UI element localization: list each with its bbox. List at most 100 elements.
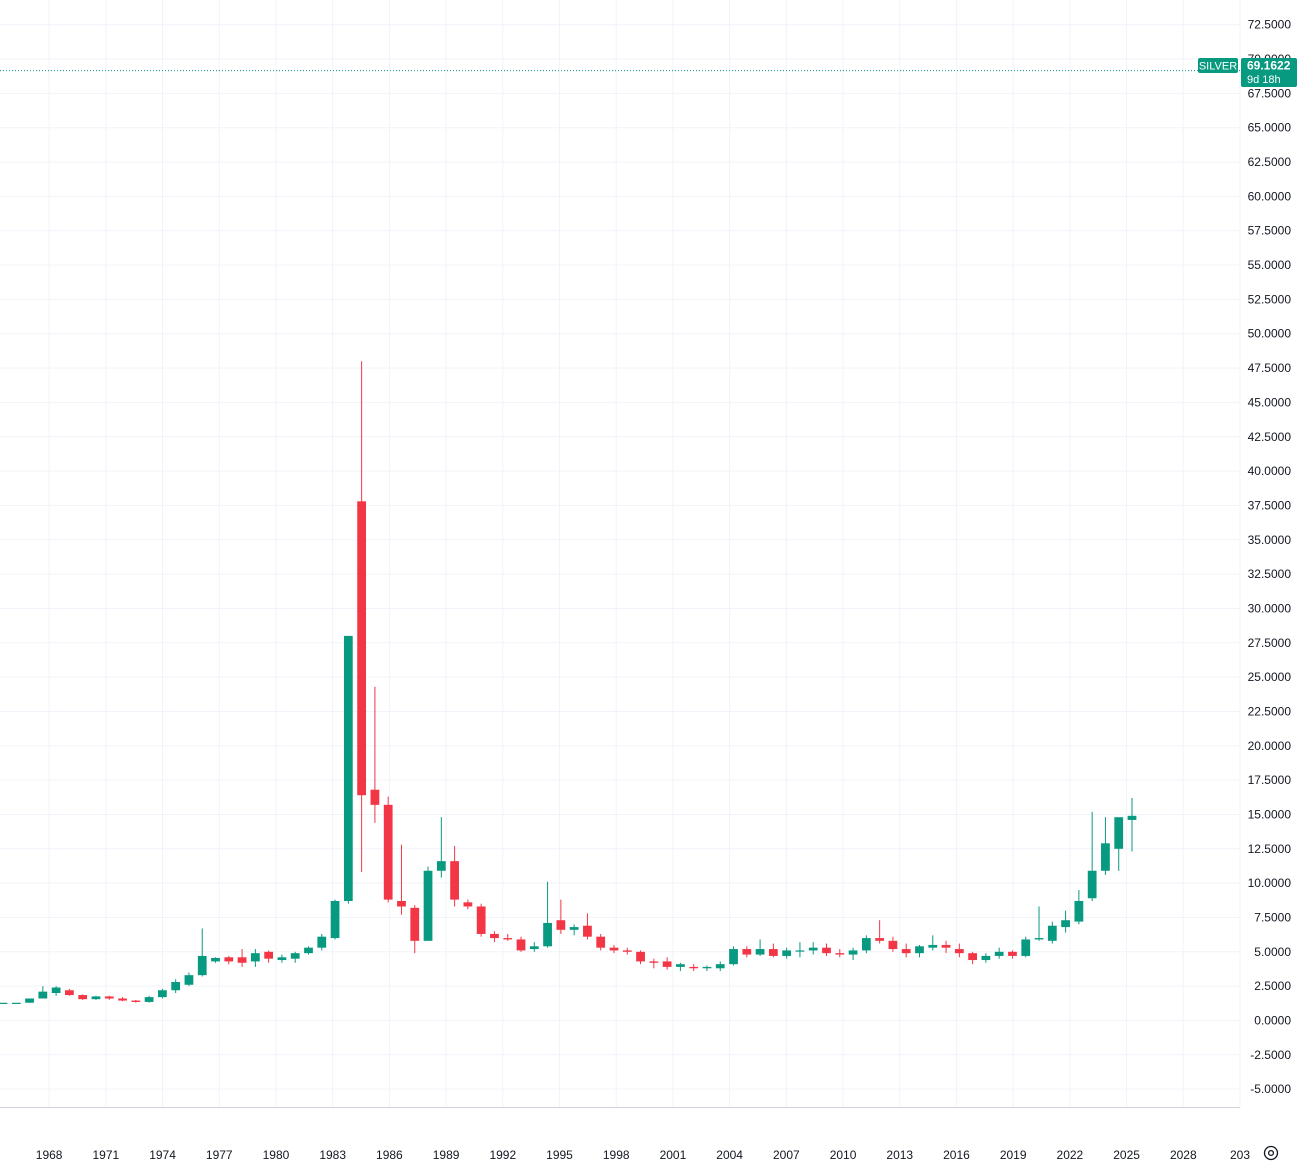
symbol-label: SILVER — [1199, 61, 1237, 73]
price-tick-label: 45.0000 — [1248, 395, 1292, 409]
candle — [78, 994, 88, 1000]
candle — [1127, 797, 1137, 852]
candle-body — [476, 906, 486, 934]
candle-body — [968, 953, 977, 961]
candle — [569, 924, 579, 936]
candle — [649, 958, 659, 969]
candle-body — [65, 990, 74, 996]
price-axis[interactable]: 72.500070.000067.500065.000062.500060.00… — [1248, 18, 1292, 1096]
candle-body — [250, 953, 260, 962]
candle-body — [516, 939, 526, 951]
candle — [104, 995, 114, 1000]
candle-body — [383, 804, 393, 900]
candle — [1008, 950, 1017, 959]
candle — [264, 950, 274, 963]
candle-body — [928, 944, 938, 948]
candle-body — [237, 957, 247, 963]
candle — [357, 361, 367, 873]
price-tick-label: -2.5000 — [1250, 1048, 1291, 1062]
time-tick-label: 2004 — [716, 1148, 743, 1162]
time-axis[interactable]: 1968 1971 1974 1977 1980 1983 1986 1989 1992 1995… — [36, 1148, 1251, 1162]
price-tick-label: 27.5000 — [1248, 636, 1292, 650]
candle-body — [994, 951, 1004, 956]
price-tick-label: 60.0000 — [1248, 189, 1292, 203]
time-tick-label: 1977 — [206, 1148, 233, 1162]
candle — [795, 942, 805, 958]
candle — [636, 950, 645, 965]
candle-body — [423, 870, 433, 941]
time-tick-label: 1995 — [546, 1148, 573, 1162]
candle-body — [104, 996, 114, 999]
candle-body — [450, 861, 459, 900]
chart-settings-button[interactable] — [1258, 1142, 1284, 1164]
candle-body — [729, 949, 738, 965]
time-tick-label: 1971 — [93, 1148, 120, 1162]
candle — [450, 846, 459, 907]
candle-body — [622, 950, 632, 952]
candle-body — [755, 949, 765, 955]
candle — [330, 899, 340, 940]
candle-body — [357, 501, 367, 796]
time-tick-label: 1998 — [603, 1148, 630, 1162]
candle — [224, 955, 234, 965]
candle — [901, 943, 911, 958]
time-tick-label: 2022 — [1057, 1148, 1084, 1162]
candle-body — [304, 947, 313, 954]
candle-body — [1101, 843, 1110, 871]
candle-body — [1114, 817, 1124, 849]
price-tick-label: -5.0000 — [1250, 1082, 1291, 1096]
candle — [503, 933, 513, 941]
candle — [211, 957, 220, 963]
candle — [875, 920, 885, 944]
candle-body — [131, 1000, 141, 1002]
candle — [383, 796, 393, 903]
candle — [1087, 811, 1097, 901]
candle — [596, 933, 606, 951]
candle-body — [290, 953, 300, 959]
time-tick-label: 2028 — [1170, 1148, 1197, 1162]
candle-body — [835, 953, 845, 955]
candle — [529, 942, 539, 952]
candles — [0, 361, 1137, 1004]
candle — [755, 939, 765, 956]
candle-body — [822, 947, 831, 954]
candle-body — [25, 998, 34, 1003]
candle — [941, 940, 951, 954]
candle-body — [1047, 925, 1057, 941]
gear-icon — [1263, 1145, 1279, 1161]
candle — [928, 935, 938, 951]
candle-body — [915, 946, 924, 954]
candle-body — [91, 996, 101, 1000]
time-tick-label: 2013 — [886, 1148, 913, 1162]
candle — [689, 964, 699, 972]
price-tick-label: 7.5000 — [1254, 910, 1291, 924]
candle — [317, 933, 327, 951]
price-tick-label: 20.0000 — [1248, 739, 1292, 753]
candle — [131, 999, 141, 1003]
candle-body — [463, 902, 473, 907]
candle-body — [1008, 951, 1017, 956]
candle-body — [277, 957, 287, 961]
time-tick-label: 1968 — [36, 1148, 63, 1162]
last-price-label: 69.1622 — [1247, 59, 1291, 73]
candle-body — [715, 964, 725, 969]
candle — [516, 936, 526, 952]
price-tick-label: 2.5000 — [1254, 979, 1291, 993]
price-tick-label: 15.0000 — [1248, 807, 1292, 821]
candle — [370, 686, 380, 823]
candle — [915, 944, 924, 958]
candle-body — [596, 936, 606, 948]
candle — [1101, 817, 1110, 875]
price-tick-label: 57.5000 — [1248, 224, 1292, 238]
time-tick-label: 2010 — [830, 1148, 857, 1162]
candle-body — [343, 635, 353, 901]
candle — [1074, 889, 1084, 925]
candle-body — [543, 922, 552, 947]
candle — [397, 844, 406, 915]
candle-body — [676, 964, 685, 967]
time-tick-label: 1983 — [319, 1148, 346, 1162]
candle — [197, 928, 207, 977]
price-tick-label: 62.5000 — [1248, 155, 1292, 169]
candle-body — [436, 861, 446, 871]
